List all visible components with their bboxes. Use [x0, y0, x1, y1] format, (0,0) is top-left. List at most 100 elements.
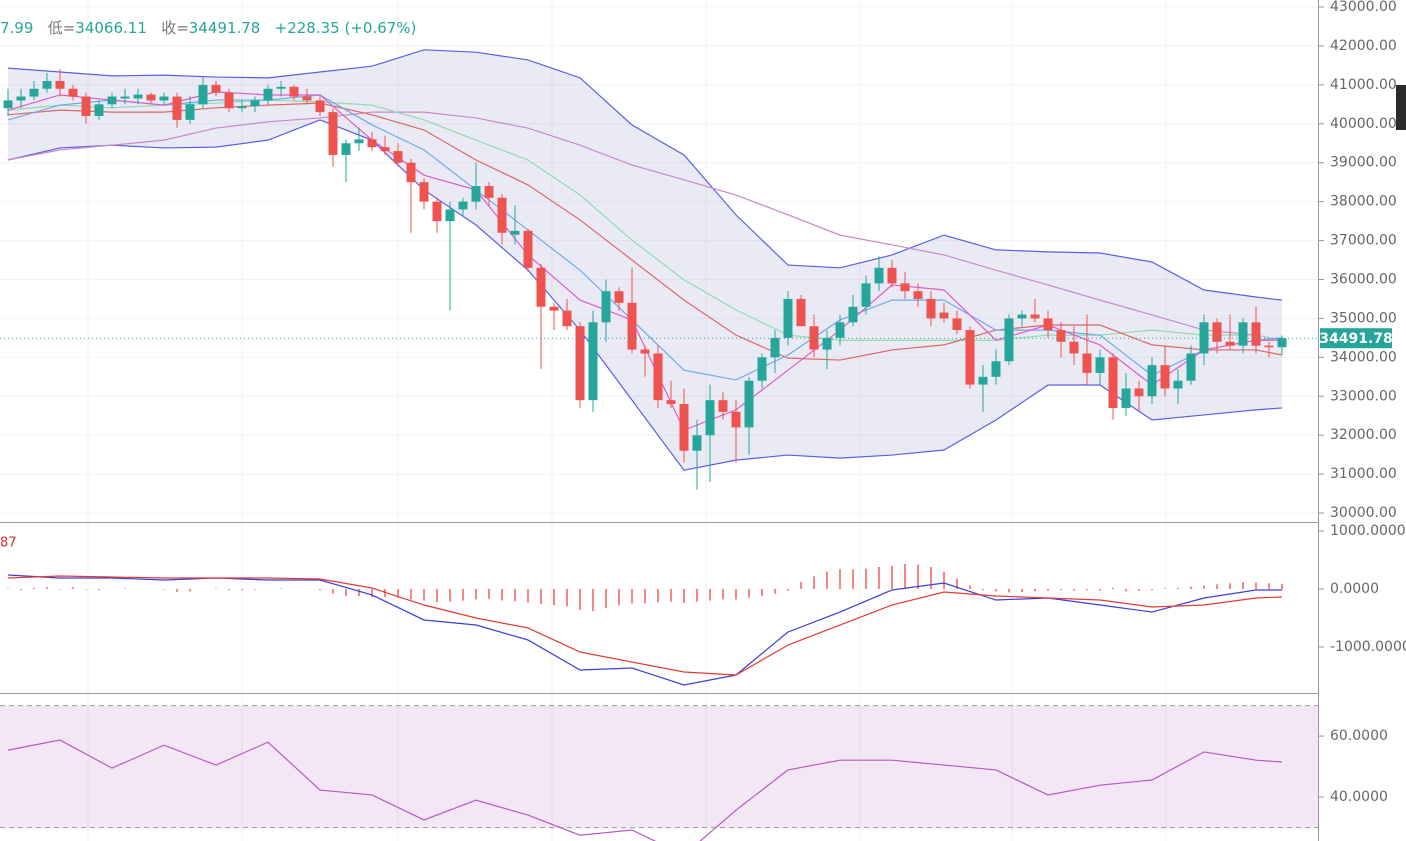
y-tick-label: 31000.00: [1330, 466, 1397, 482]
candle-body: [562, 310, 572, 327]
candle-body: [120, 96, 130, 99]
rsi-band: [0, 705, 1318, 828]
y-tick-label: 35000.00: [1330, 310, 1397, 326]
candle-body: [1108, 357, 1118, 408]
candle-body: [731, 411, 741, 428]
candle-body: [380, 147, 390, 152]
candle-body: [718, 400, 728, 412]
y-tick-label: 30000.00: [1330, 505, 1397, 521]
candle-body: [224, 92, 234, 109]
y-tick-label: 34000.00: [1330, 349, 1397, 365]
candle-body: [939, 312, 949, 319]
candle-body: [601, 291, 611, 323]
candle-body: [1030, 314, 1040, 319]
candle-body: [978, 376, 988, 385]
candle-body: [991, 361, 1001, 377]
candle-body: [874, 267, 884, 284]
candle-body: [432, 201, 442, 222]
candle-body: [510, 230, 520, 235]
y-tick-label: 0.0000: [1330, 581, 1379, 597]
y-tick-label: 43000.00: [1330, 0, 1397, 15]
band-lower: [7, 119, 1283, 471]
candle-body: [900, 283, 910, 292]
band-fill: [8, 49, 1282, 471]
candle-body: [1069, 341, 1079, 354]
candle-body: [627, 302, 637, 350]
candle-body: [1147, 365, 1157, 397]
candle-body: [42, 80, 52, 89]
candle-body: [1212, 322, 1222, 342]
candle-body: [159, 96, 169, 101]
macd-label: 87: [0, 536, 17, 551]
candle-body: [55, 80, 65, 89]
candle-body: [1095, 357, 1105, 373]
last-price-tag: [1320, 328, 1392, 349]
candle-body: [835, 322, 845, 338]
candle-body: [354, 139, 364, 144]
candle-body: [965, 330, 975, 385]
candle-body: [783, 298, 793, 338]
candle-body: [809, 326, 819, 350]
candle-body: [94, 104, 104, 116]
candle-body: [1082, 353, 1092, 373]
y-tick-label: 40.0000: [1330, 789, 1388, 805]
candle-body: [393, 151, 403, 163]
candle-body: [861, 283, 871, 307]
candle-body: [81, 96, 91, 116]
candle-body: [1238, 322, 1248, 346]
candle-body: [1225, 341, 1235, 346]
side-tab[interactable]: [1396, 85, 1406, 130]
y-tick-label: 38000.00: [1330, 194, 1397, 210]
candle-body: [536, 267, 546, 307]
candle-body: [367, 139, 377, 148]
candle-body: [1004, 318, 1014, 362]
candle-body: [549, 306, 559, 311]
candle-body: [1017, 314, 1027, 319]
candle-body: [3, 100, 13, 109]
change: +228.35 (+0.67%): [274, 19, 417, 37]
panel: [7, 564, 1283, 686]
low-label: 低=: [47, 19, 76, 37]
candle-body: [68, 88, 78, 97]
low-value: 34066.11: [75, 19, 147, 37]
last-price-label: 34491.78: [1319, 331, 1393, 347]
moving-average: [7, 111, 1283, 341]
candle-body: [185, 104, 195, 120]
candle-body: [796, 298, 806, 327]
candle-body: [29, 88, 39, 97]
candle-body: [471, 186, 481, 202]
panel: [0, 6, 1318, 514]
candle-body: [1173, 380, 1183, 389]
y-tick-label: 42000.00: [1330, 38, 1397, 54]
candle-body: [315, 100, 325, 113]
candle-body: [913, 291, 923, 299]
candle-body: [250, 100, 260, 107]
close-value: 34491.78: [188, 19, 261, 37]
candle-body: [276, 86, 286, 89]
candle-body: [1264, 345, 1274, 348]
candle-body: [198, 84, 208, 105]
candle-body: [926, 298, 936, 319]
y-tick-label: 60.0000: [1330, 728, 1388, 744]
candle-body: [237, 106, 247, 109]
candle-body: [211, 84, 221, 93]
candle-body: [679, 404, 689, 451]
y-tick-label: 41000.00: [1330, 77, 1397, 93]
candle-body: [1160, 365, 1170, 389]
candle-body: [1186, 353, 1196, 381]
candle-body: [640, 349, 650, 354]
candle-body: [1121, 388, 1131, 408]
y-tick-label: 39000.00: [1330, 155, 1397, 171]
candle-body: [406, 162, 416, 183]
band-upper: [7, 49, 1283, 301]
candle-body: [705, 400, 715, 436]
candle-body: [1056, 330, 1066, 342]
candle-body: [107, 96, 117, 105]
rsi-line: [7, 739, 1283, 841]
candle-body: [588, 322, 598, 401]
candle-body: [770, 337, 780, 358]
candle-body: [419, 182, 429, 202]
candle-body: [523, 230, 533, 268]
